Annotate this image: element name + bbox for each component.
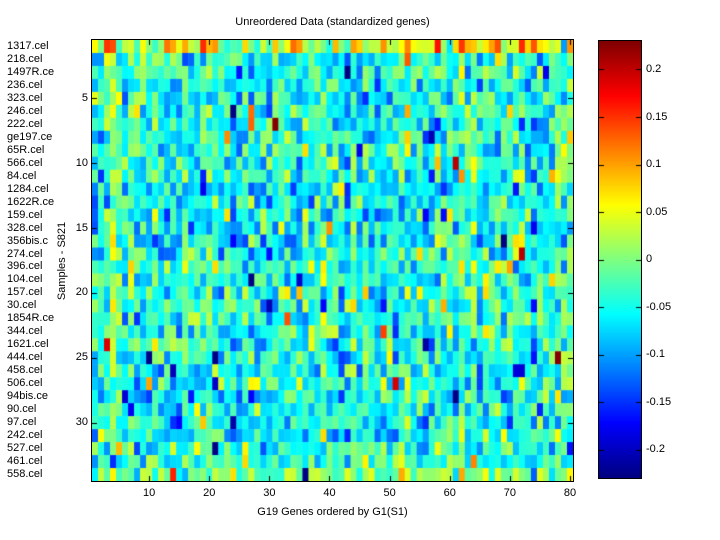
sample-label: 396.cel [7, 260, 43, 273]
colorbar-tick-label: -0.2 [646, 443, 665, 455]
sample-label: 218.cel [7, 52, 43, 65]
sample-label: 97.cel [7, 416, 37, 429]
sample-label: 356bis.c [7, 234, 48, 247]
sample-label: 90.cel [7, 403, 37, 416]
sample-label: 323.cel [7, 91, 43, 104]
sample-label: 1284.cel [7, 182, 49, 195]
sample-label: 558.cel [7, 468, 43, 480]
x-axis-label: G19 Genes ordered by G1(S1) [257, 506, 408, 518]
sample-label: 1622R.ce [7, 195, 55, 208]
colorbar-tick-label: 0.2 [646, 63, 662, 75]
x-tick-label: 20 [203, 487, 216, 499]
heatmap-canvas [91, 39, 574, 482]
sample-label: 84.cel [7, 169, 37, 182]
sample-label: 566.cel [7, 156, 43, 169]
sample-label: 274.cel [7, 247, 43, 260]
sample-label: 527.cel [7, 442, 43, 455]
sample-label: 65R.cel [7, 143, 45, 156]
x-tick-label: 40 [323, 487, 336, 499]
x-tick-label: 30 [263, 487, 276, 499]
sample-label: 246.cel [7, 104, 43, 117]
x-tick-label: 80 [563, 487, 577, 499]
sample-label: 157.cel [7, 286, 43, 299]
sample-label: 159.cel [7, 208, 43, 221]
sample-label: 461.cel [7, 455, 43, 468]
y-tick-label: 10 [75, 156, 88, 169]
chart-title: Unreordered Data (standardized genes) [235, 16, 430, 28]
sample-label: 328.cel [7, 221, 43, 234]
sample-label: 1497R.ce [7, 65, 55, 78]
y-tick-label: 25 [75, 351, 88, 364]
sample-label: 242.cel [7, 429, 43, 442]
sample-label: 94bis.ce [7, 390, 48, 403]
sample-label: 222.cel [7, 117, 43, 130]
x-tick-label: 70 [503, 487, 516, 499]
colorbar-canvas [598, 40, 642, 479]
sample-label: 1621.cel [7, 338, 49, 351]
colorbar-tick-label: 0.1 [646, 158, 662, 170]
sample-label: 30.cel [7, 299, 37, 312]
sample-label: ge197.ce [7, 130, 53, 143]
sample-label: 344.cel [7, 325, 43, 338]
sample-label: 1317.cel [7, 39, 49, 52]
colorbar-tick-label: -0.05 [646, 300, 672, 313]
colorbar-tick-label: 0.15 [646, 110, 668, 123]
sample-label: 506.cel [7, 377, 43, 390]
sample-label: 444.cel [7, 351, 43, 364]
sample-label: 236.cel [7, 78, 43, 91]
colorbar-tick-label: 0 [646, 253, 653, 265]
x-tick-label: 60 [443, 487, 456, 499]
y-tick-label: 5 [81, 91, 88, 104]
y-axis-label: Samples - S821 [56, 221, 68, 301]
sample-label: 104.cel [7, 273, 43, 286]
x-tick-label: 10 [142, 487, 156, 499]
y-tick-label: 30 [75, 416, 88, 429]
x-tick-label: 50 [383, 487, 396, 499]
sample-label: 458.cel [7, 364, 43, 377]
colorbar-tick-label: 0.05 [646, 205, 668, 218]
colorbar-tick-label: -0.1 [646, 348, 665, 360]
sample-label: 1854R.ce [7, 312, 55, 325]
colorbar-tick-label: -0.15 [646, 395, 672, 408]
